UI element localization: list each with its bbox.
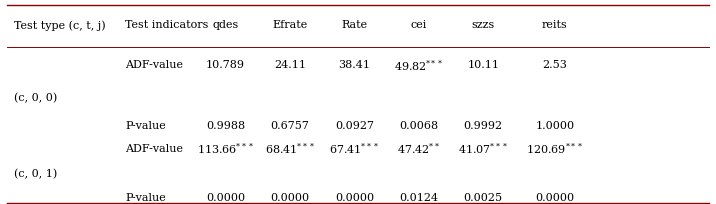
Text: 0.0124: 0.0124 <box>400 193 438 203</box>
Text: 24.11: 24.11 <box>274 60 306 70</box>
Text: ADF-value: ADF-value <box>125 60 183 70</box>
Text: 10.11: 10.11 <box>468 60 499 70</box>
Text: Test type (c, t, j): Test type (c, t, j) <box>14 20 106 31</box>
Text: cei: cei <box>411 20 427 31</box>
Text: 47.42$^{\mathregular{**}}$: 47.42$^{\mathregular{**}}$ <box>397 142 440 156</box>
Text: (c, 0, 0): (c, 0, 0) <box>14 93 57 103</box>
Text: 0.6757: 0.6757 <box>271 121 309 132</box>
Text: 1.0000: 1.0000 <box>536 121 574 132</box>
Text: 67.41$^{\mathregular{***}}$: 67.41$^{\mathregular{***}}$ <box>329 142 379 156</box>
Text: 38.41: 38.41 <box>339 60 370 70</box>
Text: 0.9988: 0.9988 <box>206 121 245 132</box>
Text: 120.69$^{\mathregular{***}}$: 120.69$^{\mathregular{***}}$ <box>526 142 584 156</box>
Text: 0.0927: 0.0927 <box>335 121 374 132</box>
Text: 0.0000: 0.0000 <box>335 193 374 203</box>
Text: Rate: Rate <box>342 20 367 31</box>
Text: (c, 0, 1): (c, 0, 1) <box>14 169 57 180</box>
Text: 0.0000: 0.0000 <box>271 193 309 203</box>
Text: 2.53: 2.53 <box>543 60 567 70</box>
Text: 0.0000: 0.0000 <box>536 193 574 203</box>
Text: Efrate: Efrate <box>272 20 308 31</box>
Text: P-value: P-value <box>125 193 166 203</box>
Text: reits: reits <box>542 20 568 31</box>
Text: 0.9992: 0.9992 <box>464 121 503 132</box>
Text: qdes: qdes <box>213 20 238 31</box>
Text: szzs: szzs <box>472 20 495 31</box>
Text: 41.07$^{\mathregular{***}}$: 41.07$^{\mathregular{***}}$ <box>458 142 508 156</box>
Text: 10.789: 10.789 <box>206 60 245 70</box>
Text: 49.82$^{\mathregular{***}}$: 49.82$^{\mathregular{***}}$ <box>394 58 444 73</box>
Text: 0.0000: 0.0000 <box>206 193 245 203</box>
Text: 0.0025: 0.0025 <box>464 193 503 203</box>
Text: 0.0068: 0.0068 <box>400 121 438 132</box>
Text: P-value: P-value <box>125 121 166 132</box>
Text: 113.66$^{\mathregular{***}}$: 113.66$^{\mathregular{***}}$ <box>197 142 254 156</box>
Text: ADF-value: ADF-value <box>125 144 183 154</box>
Text: Test indicators: Test indicators <box>125 20 208 31</box>
Text: 68.41$^{\mathregular{***}}$: 68.41$^{\mathregular{***}}$ <box>265 142 315 156</box>
